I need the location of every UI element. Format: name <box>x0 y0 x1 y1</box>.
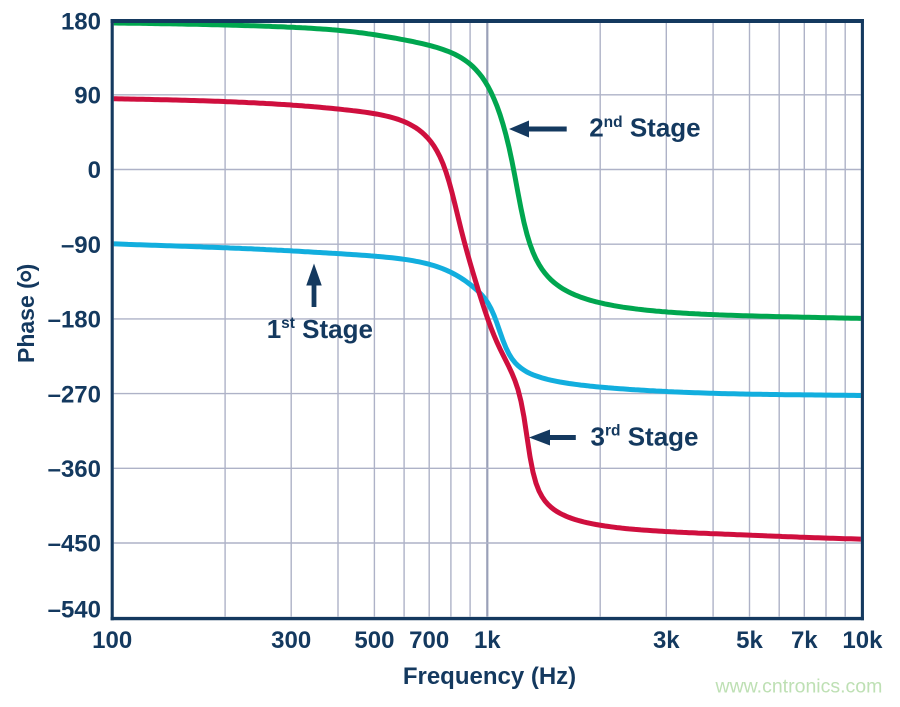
svg-text:500: 500 <box>354 627 394 654</box>
svg-text:5k: 5k <box>736 627 763 654</box>
svg-text:–540: –540 <box>48 597 101 624</box>
svg-text:90: 90 <box>74 83 101 110</box>
svg-text:–450: –450 <box>48 531 101 558</box>
svg-text:10k: 10k <box>842 627 883 654</box>
svg-text:3k: 3k <box>653 627 680 654</box>
svg-text:3rd Stage: 3rd Stage <box>591 421 699 451</box>
svg-text:–360: –360 <box>48 456 101 483</box>
svg-text:180: 180 <box>61 9 101 36</box>
svg-text:www.cntronics.com: www.cntronics.com <box>715 675 883 697</box>
svg-text:700: 700 <box>409 627 449 654</box>
svg-text:0: 0 <box>88 157 101 184</box>
svg-text:): ) <box>13 264 39 272</box>
svg-text:100: 100 <box>92 627 132 654</box>
svg-text:–270: –270 <box>48 381 101 408</box>
svg-text:Phase (: Phase ( <box>13 281 39 363</box>
svg-text:300: 300 <box>271 627 311 654</box>
svg-text:7k: 7k <box>791 627 818 654</box>
svg-text:–180: –180 <box>48 307 101 334</box>
svg-text:Frequency (Hz): Frequency (Hz) <box>403 663 576 690</box>
svg-text:–90: –90 <box>61 232 101 259</box>
svg-text:1k: 1k <box>474 627 501 654</box>
